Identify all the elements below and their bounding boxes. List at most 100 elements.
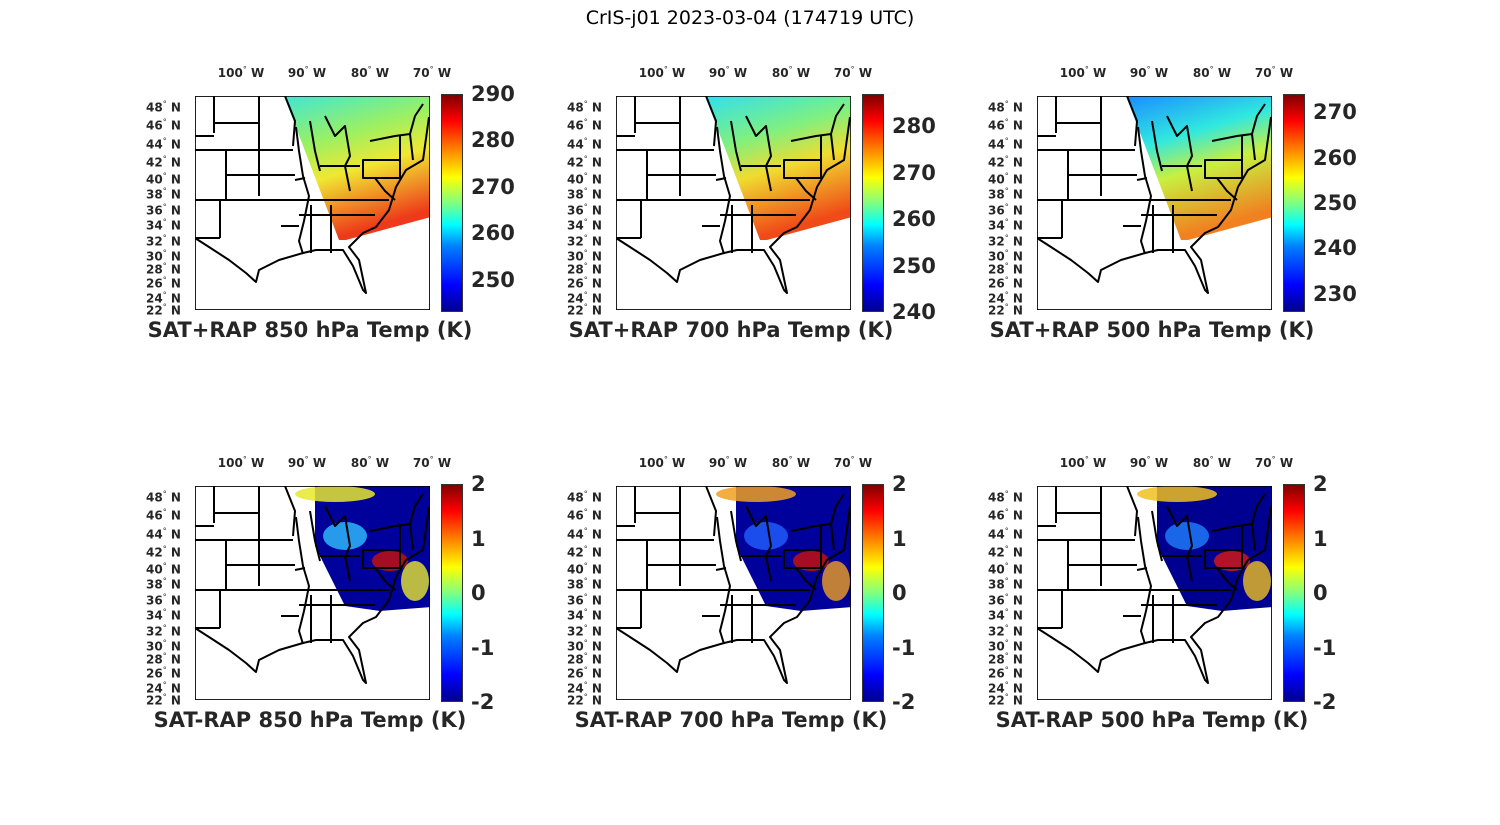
anomaly-blob (716, 486, 796, 502)
lat-tick-label: 48° N (988, 99, 1023, 115)
lon-tick-label: 80° W (1192, 455, 1232, 470)
lat-tick-label: 34° N (567, 607, 602, 623)
lat-tick-label: 22° N (988, 302, 1023, 318)
lon-tick-label: 100° W (217, 65, 265, 80)
lat-tick-label: 44° N (567, 136, 602, 152)
lat-tick-label: 42° N (988, 154, 1023, 170)
map-axes (195, 486, 430, 700)
colorbar-tick-label: 0 (892, 581, 907, 605)
colorbar-tick-label: 270 (471, 174, 515, 199)
colorbar-tick-label: 260 (471, 221, 515, 246)
colorbar-tick-label: 230 (1313, 281, 1357, 306)
lat-tick-label: 44° N (146, 136, 181, 152)
colorbar-tick-label: -2 (1313, 690, 1337, 714)
lat-tick-label: 36° N (567, 592, 602, 608)
colorbar-tick-label: 240 (892, 300, 936, 324)
lon-tick-label: 90° W (1129, 455, 1169, 470)
colorbar-tick-label: -1 (892, 635, 916, 660)
colorbar-tick-label: -2 (471, 690, 495, 714)
lat-tick-label: 28° N (146, 261, 181, 277)
lat-tick-label: 32° N (567, 623, 602, 639)
lat-tick-label: 24° N (567, 680, 602, 696)
lon-tick-label: 90° W (287, 455, 327, 470)
lat-tick-label: 40° N (988, 171, 1023, 187)
panel-title: SAT-RAP 850 hPa Temp (K) (153, 708, 467, 732)
lon-tick-label: 100° W (217, 455, 265, 470)
lat-tick-label: 24° N (988, 290, 1023, 306)
lat-tick-label: 24° N (146, 680, 181, 696)
lat-tick-label: 32° N (146, 623, 181, 639)
lon-tick-label: 80° W (771, 455, 811, 470)
lat-tick-label: 38° N (146, 186, 181, 202)
retrieval-swath (1126, 96, 1272, 240)
lat-tick-label: 40° N (567, 561, 602, 577)
lat-tick-label: 44° N (988, 136, 1023, 152)
map-axes (195, 96, 430, 310)
anomaly-blob (401, 561, 429, 601)
figure-title: CrIS-j01 2023-03-04 (174719 UTC) (585, 7, 915, 29)
colorbar-tick-label: 290 (471, 82, 515, 106)
lat-tick-label: 38° N (567, 186, 602, 202)
lat-tick-label: 34° N (146, 607, 181, 623)
map-panel: 100° W 90° W 80° W 70° W 48° N 46° N 44° N 42° … (551, 450, 931, 740)
lat-tick-label: 48° N (146, 489, 181, 505)
map-axes (1037, 486, 1272, 700)
colorbar (1283, 484, 1305, 702)
lat-tick-label: 42° N (146, 544, 181, 560)
lat-tick-label: 38° N (988, 186, 1023, 202)
colorbar-tick-label: 250 (1313, 191, 1357, 215)
lat-tick-label: 40° N (567, 171, 602, 187)
map-panel: 100° W 90° W 80° W 70° W 48° N 46° N 44° N 42° … (130, 450, 510, 740)
colorbar (862, 484, 884, 702)
lat-tick-label: 42° N (567, 544, 602, 560)
lon-tick-label: 80° W (350, 65, 390, 80)
lat-tick-label: 30° N (988, 638, 1023, 654)
lat-tick-label: 30° N (146, 248, 181, 264)
panel-title: SAT+RAP 850 hPa Temp (K) (147, 318, 473, 342)
anomaly-blob (1165, 522, 1209, 550)
retrieval-swath (284, 96, 430, 240)
colorbar-tick-label: 2 (892, 472, 907, 496)
lat-tick-label: 22° N (988, 692, 1023, 708)
lat-tick-label: 46° N (146, 507, 181, 523)
lat-tick-label: 38° N (567, 576, 602, 592)
lat-tick-label: 46° N (567, 507, 602, 523)
lat-tick-label: 36° N (567, 202, 602, 218)
lat-tick-label: 26° N (567, 275, 602, 291)
lat-tick-label: 22° N (567, 692, 602, 708)
lat-tick-label: 44° N (988, 526, 1023, 542)
colorbar-tick-label: 1 (892, 526, 907, 551)
lat-tick-label: 46° N (988, 507, 1023, 523)
map-axes (616, 96, 851, 310)
colorbar (441, 94, 463, 312)
lon-tick-label: 100° W (1059, 65, 1107, 80)
colorbar-tick-label: -2 (892, 690, 916, 714)
lon-tick-label: 80° W (1192, 65, 1232, 80)
colorbar-tick-label: 250 (471, 267, 515, 292)
lon-tick-label: 70° W (1254, 455, 1294, 470)
colorbar-tick-label: 240 (1313, 236, 1357, 261)
lat-tick-label: 36° N (988, 202, 1023, 218)
panel-title: SAT-RAP 700 hPa Temp (K) (574, 708, 888, 732)
lat-tick-label: 42° N (988, 544, 1023, 560)
lat-tick-label: 44° N (146, 526, 181, 542)
lat-tick-label: 28° N (567, 261, 602, 277)
map-panel: 100° W 90° W 80° W 70° W 48° N 46° N 44° N 42° … (972, 60, 1357, 350)
colorbar-tick-label: 260 (1313, 145, 1357, 170)
retrieval-swath (705, 96, 851, 240)
lon-tick-label: 70° W (833, 455, 873, 470)
colorbar (862, 94, 884, 312)
lat-tick-label: 48° N (988, 489, 1023, 505)
colorbar-tick-label: 2 (1313, 472, 1328, 496)
lat-tick-label: 34° N (988, 217, 1023, 233)
colorbar-tick-label: 0 (1313, 581, 1328, 605)
colorbar-tick-label: 1 (471, 526, 486, 551)
lat-tick-label: 38° N (988, 576, 1023, 592)
lon-tick-label: 90° W (287, 65, 327, 80)
colorbar-tick-label: 0 (471, 581, 486, 605)
lon-tick-label: 90° W (708, 65, 748, 80)
lat-tick-label: 28° N (567, 651, 602, 667)
lat-tick-label: 30° N (988, 248, 1023, 264)
lat-tick-label: 44° N (567, 526, 602, 542)
panel-title: SAT+RAP 500 hPa Temp (K) (989, 318, 1315, 342)
